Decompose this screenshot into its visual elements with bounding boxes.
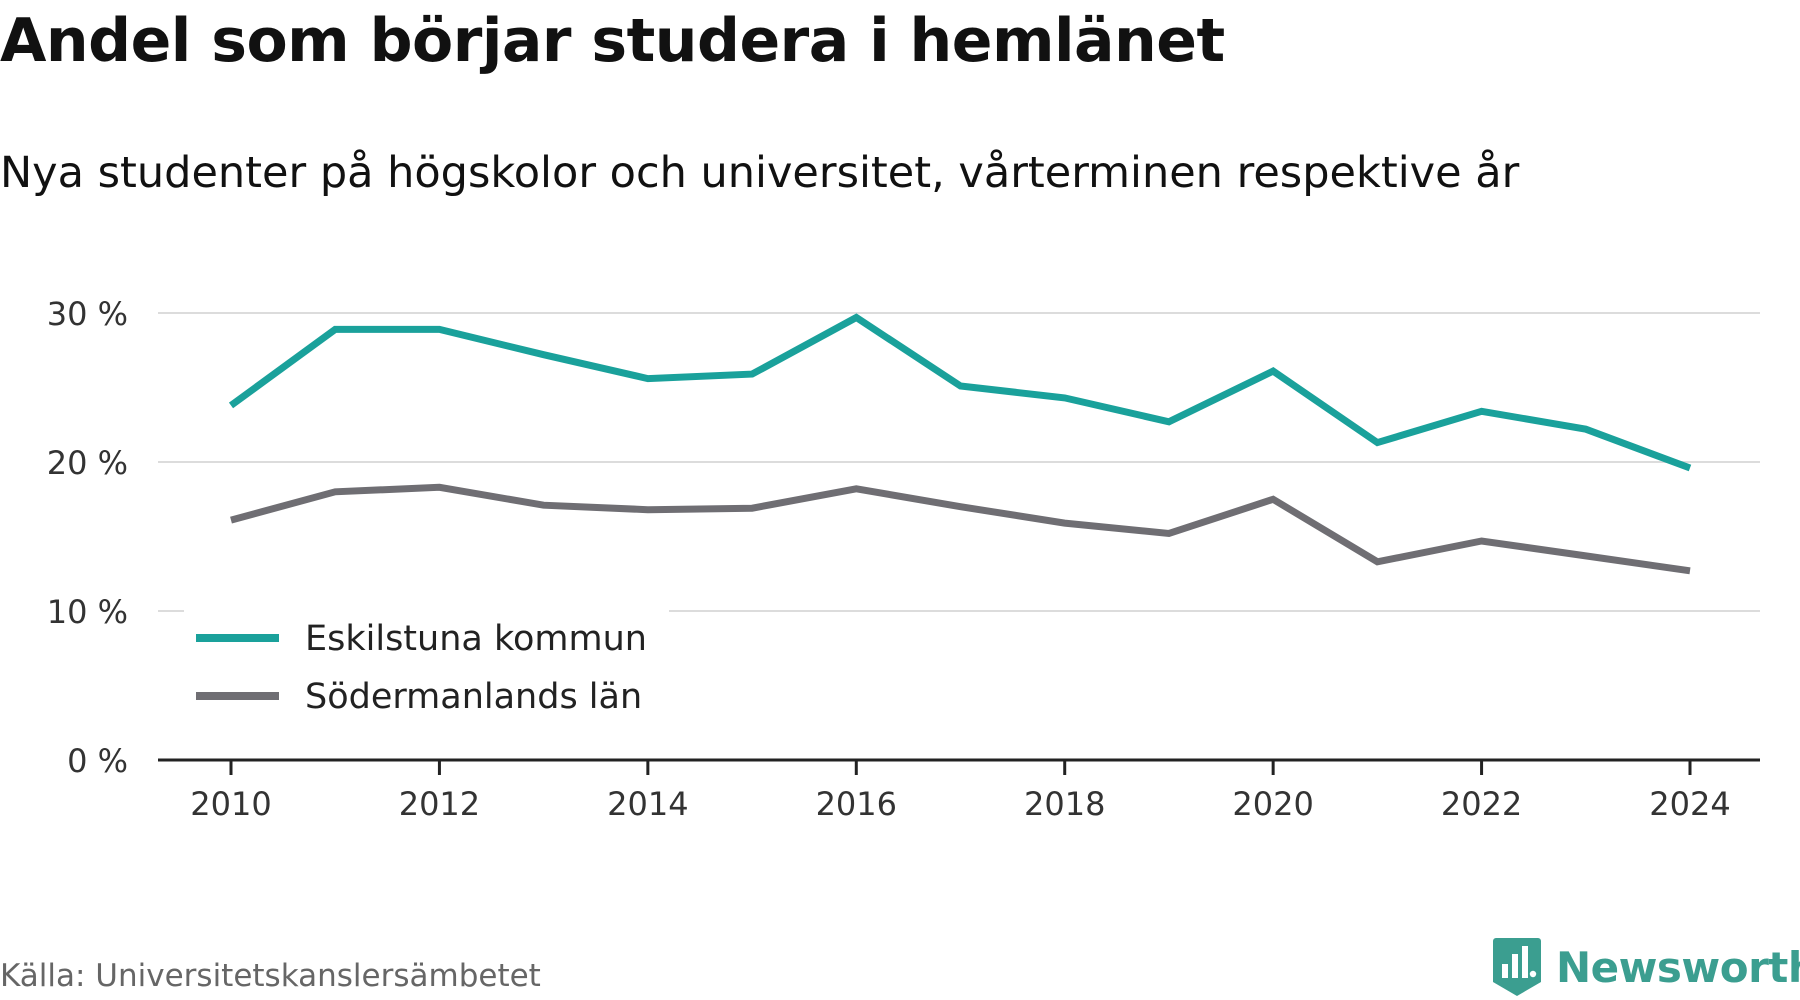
x-tick-label: 2016 bbox=[816, 785, 897, 823]
x-tick-label: 2018 bbox=[1024, 785, 1105, 823]
y-tick-label: 10 % bbox=[47, 593, 128, 631]
newsworthy-logo-icon bbox=[1493, 938, 1541, 996]
series-line bbox=[230, 483, 1691, 575]
y-tick-label: 30 % bbox=[47, 295, 128, 333]
y-tick-label: 0 % bbox=[67, 742, 128, 780]
legend-label: Södermanlands län bbox=[305, 677, 642, 717]
legend-label: Eskilstuna kommun bbox=[305, 619, 647, 659]
newsworthy-brand: Newsworthy bbox=[1492, 936, 1800, 998]
brand-name: Newsworthy bbox=[1556, 942, 1800, 992]
series-line bbox=[228, 313, 1692, 472]
x-tick-label: 2024 bbox=[1649, 785, 1730, 823]
x-tick-label: 2010 bbox=[190, 785, 271, 823]
x-tick-label: 2014 bbox=[607, 785, 688, 823]
x-tick-label: 2012 bbox=[399, 785, 480, 823]
source-note: Källa: Universitetskanslersämbetet bbox=[0, 958, 541, 994]
x-tick-label: 2022 bbox=[1441, 785, 1522, 823]
y-tick-label: 20 % bbox=[47, 444, 128, 482]
legend-background bbox=[184, 608, 669, 726]
x-tick-label: 2020 bbox=[1232, 785, 1313, 823]
line-chart: 0 % 10 % 20 % 30 % Eskilstuna kommun Söderman… bbox=[47, 295, 1760, 823]
chart-subtitle: Nya studenter på högskolor och universit… bbox=[0, 148, 1520, 198]
chart-title: Andel som börjar studera i hemlänet bbox=[0, 6, 1225, 76]
